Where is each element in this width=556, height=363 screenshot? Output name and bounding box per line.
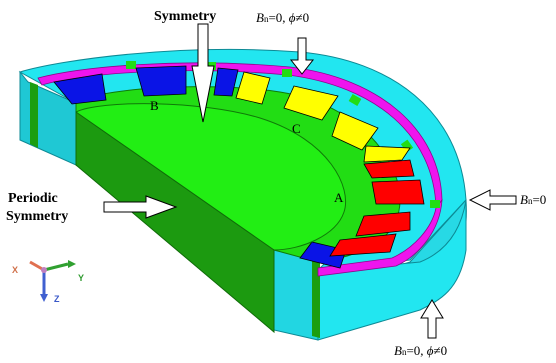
coil-b-1: [53, 73, 107, 105]
axis-triad: X Y Z: [12, 260, 84, 304]
arrow-symmetry: [191, 23, 215, 123]
coils-phase-c: [235, 71, 411, 163]
axis-x-label: X: [12, 265, 18, 275]
coil-a-2: [371, 179, 425, 205]
coil-c-3: [331, 111, 379, 151]
label-phase-b: B: [150, 98, 159, 113]
arrow-periodic: [103, 195, 178, 219]
coil-a-1: [363, 159, 415, 179]
stator-front-stripe: [312, 255, 320, 338]
coil-a-3: [355, 211, 411, 237]
coil-c-1: [235, 71, 271, 105]
coil-c-4: [363, 145, 411, 163]
coil-c-2: [283, 85, 339, 121]
bc-label-top: Bn=0, ϕ≠0: [256, 10, 309, 25]
bc-label-bottom: Bn=0, ϕ≠0: [394, 343, 447, 358]
rotor-cut-face: [75, 111, 275, 334]
label-phase-c: C: [292, 121, 301, 136]
stator-front-face: [273, 249, 319, 341]
label-periodic-line2: Symmetry: [6, 209, 68, 224]
axis-y-label: Y: [78, 273, 84, 283]
label-phase-a: A: [334, 190, 344, 205]
coil-a-4: [329, 233, 397, 257]
label-periodic-line1: Periodic: [8, 191, 58, 206]
coil-b-3: [213, 67, 239, 97]
rotor-disc-top: [75, 103, 346, 251]
label-symmetry: Symmetry: [154, 9, 216, 24]
arrow-bottom-bc: [420, 299, 444, 339]
stator-back-face-stripe: [30, 82, 38, 148]
arrow-right-bc: [468, 189, 517, 211]
axis-z-label: Z: [54, 294, 60, 304]
magnet-band-lower: [317, 198, 443, 277]
coil-b-2: [135, 65, 187, 97]
coils-phase-a: [329, 159, 425, 257]
arrow-top-bc: [289, 37, 315, 75]
bc-label-right: Bn=0: [520, 192, 546, 207]
